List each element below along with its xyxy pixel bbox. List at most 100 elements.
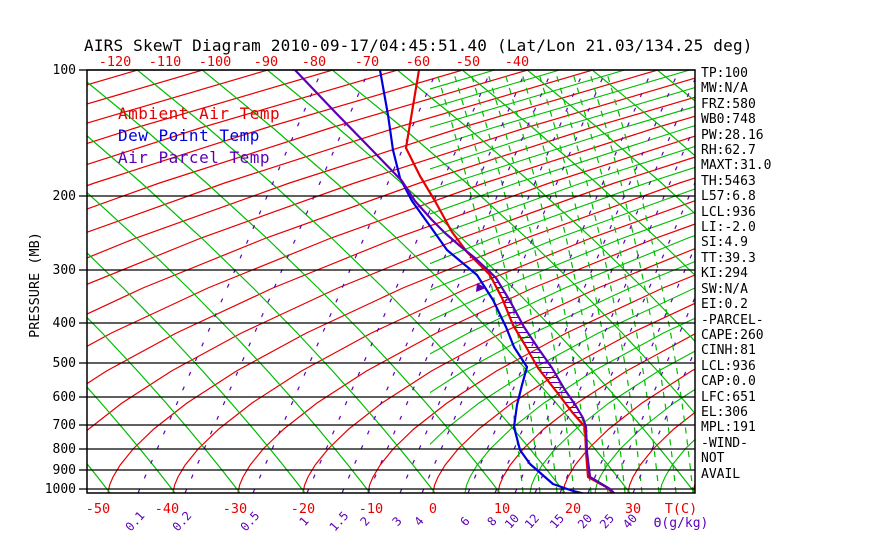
moist-dashed-line [588, 70, 677, 493]
bottom-temp-label: -50 [86, 501, 110, 517]
mixing-ratio-line [306, 70, 492, 493]
legend-air-parcel: Air Parcel Temp [118, 148, 270, 167]
stat-line: EI:0.2 [701, 297, 748, 313]
pressure-tick-label: 100 [53, 63, 76, 78]
dry-adiabat-line [461, 70, 695, 277]
stat-line: EL:306 [701, 404, 748, 420]
dry-adiabat-line [331, 70, 695, 415]
top-temp-label: -100 [199, 54, 232, 70]
isotherm-line [87, 70, 658, 259]
dry-adiabat-line [87, 316, 241, 493]
stat-line: -WIND- [701, 435, 748, 451]
dry-adiabat-line [87, 81, 501, 493]
isotherm-line [562, 368, 695, 493]
bottom-temp-label: -40 [155, 501, 179, 517]
isotherm-line [237, 223, 695, 493]
isotherm-line [87, 135, 695, 385]
stat-line: SW:N/A [701, 281, 748, 297]
bottom-temp-label: -10 [359, 501, 383, 517]
pressure-tick-label: 400 [53, 316, 76, 331]
moist-solid-line [430, 166, 695, 265]
bottom-temp-label: -30 [223, 501, 247, 517]
moist-solid-line [430, 188, 695, 291]
dry-adiabat-line [87, 135, 436, 493]
moist-dashed-line [605, 70, 694, 493]
stat-line: TH:5463 [701, 173, 756, 189]
moist-dashed-line [435, 70, 524, 493]
pressure-tick-label: 1000 [45, 482, 76, 497]
stat-line: FRZ:580 [701, 96, 756, 112]
dry-adiabat-line [87, 252, 306, 493]
sounding-curves [294, 70, 616, 493]
chart-title: AIRS SkewT Diagram 2010-09-17/04:45:51.4… [84, 36, 753, 55]
mixing-ratio-line [341, 70, 527, 493]
mixing-ratio-label: 25 [597, 511, 617, 531]
stat-line: LCL:936 [701, 358, 756, 374]
moist-solid-line [464, 317, 695, 493]
stat-line: -PARCEL- [701, 312, 764, 328]
stat-line: AVAIL [701, 466, 741, 482]
moist-dashed-line [503, 70, 592, 493]
parcel-marker [476, 283, 486, 292]
bottom-temp-label: 10 [494, 501, 510, 517]
mixing-ratio-line [467, 70, 653, 493]
pressure-tick-label: 600 [53, 390, 76, 405]
stat-line: MW:N/A [701, 81, 748, 97]
pressure-tick-label: 800 [53, 442, 76, 457]
bottom-temp-label: -20 [291, 501, 315, 517]
top-temp-label: -110 [149, 54, 182, 70]
pressure-tick-label: 500 [53, 356, 76, 371]
isotherm-line [497, 333, 695, 493]
mixing-ratio-label: 4 [411, 514, 426, 529]
isotherm-line [107, 177, 695, 493]
mixing-ratio-line [399, 70, 585, 493]
bottom-temp-label: 20 [565, 501, 581, 517]
temp-unit-label: T(C) [665, 501, 698, 517]
isotherm-line [302, 247, 695, 493]
top-temp-label: -40 [505, 54, 529, 70]
moist-dashed-line [554, 70, 643, 493]
moist-solid-line [594, 388, 695, 493]
plot-background [0, 70, 695, 493]
isotherm-line [0, 70, 8, 493]
stat-line: L57:6.8 [701, 189, 756, 205]
moist-solid-line [430, 234, 695, 355]
dry-adiabat-line [201, 70, 631, 493]
stat-line: LFC:651 [701, 389, 756, 405]
legend: Ambient Air Temp Dew Point Temp Air Parc… [118, 103, 280, 169]
pressure-tick-label: 300 [53, 263, 76, 278]
stat-line: NOT [701, 451, 725, 467]
dry-adiabat-line [136, 70, 566, 493]
mixing-ratio-line [367, 70, 553, 493]
stats-panel: TP:100 MW:N/A FRZ:580 WB0:748 PW:28.16 RH:62.… [701, 66, 771, 482]
stat-line: MPL:191 [701, 420, 756, 436]
stat-line: RH:62.7 [701, 143, 756, 159]
pressure-axis-label: PRESSURE (MB) [27, 232, 43, 338]
mixing-ratio-label: 3 [389, 514, 404, 529]
stat-line: TP:100 [701, 66, 748, 81]
moist-solid-line [659, 438, 695, 493]
stat-line: CINH:81 [701, 343, 756, 359]
top-temp-label: -80 [302, 54, 326, 70]
legend-dew-point: Dew Point Temp [118, 126, 260, 145]
mixing-ratio-label: 6 [457, 514, 472, 529]
pressure-tick-label: 200 [53, 189, 76, 204]
mixing-ratio-line [534, 123, 695, 493]
dry-adiabat-line [526, 70, 695, 215]
mixing-ratio-line [184, 70, 370, 493]
dry-adiabat-line [87, 386, 176, 493]
dry-adiabat-line [266, 70, 695, 493]
bottom-temp-label: 0 [429, 501, 437, 517]
isotherm-line [87, 96, 695, 315]
dry-adiabat-line [87, 191, 371, 493]
mixing-ratio-line [494, 70, 680, 493]
top-temp-label: -70 [355, 54, 379, 70]
moist-dashed-line [571, 70, 660, 493]
stat-line: TT:39.3 [701, 250, 756, 266]
stat-line: CAP:0.0 [701, 374, 756, 390]
top-temp-label: -60 [406, 54, 430, 70]
isotherm-line [87, 70, 593, 233]
pressure-tick-label: 900 [53, 463, 76, 478]
stat-line: LCL:936 [701, 204, 756, 220]
